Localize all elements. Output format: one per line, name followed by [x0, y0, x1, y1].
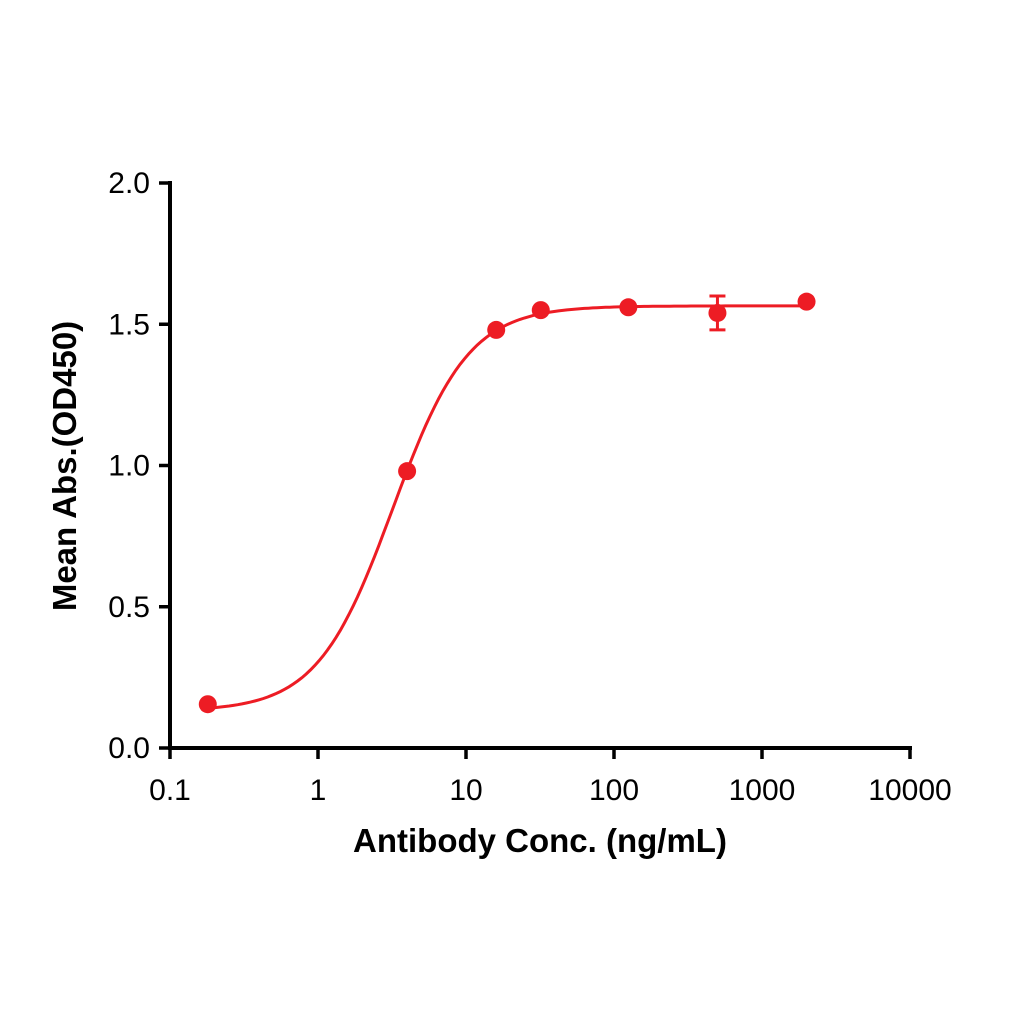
data-point: [198, 695, 217, 714]
y-tick-label: 0.0: [108, 732, 150, 765]
x-axis-title: Antibody Conc. (ng/mL): [353, 822, 727, 859]
x-tick-label: 1000: [729, 774, 796, 807]
x-tick-label: 10: [449, 774, 482, 807]
data-point: [531, 301, 550, 320]
x-tick-label: 0.1: [149, 774, 191, 807]
data-point: [487, 320, 506, 339]
y-tick-label: 1.0: [108, 450, 150, 483]
x-tick-label: 1: [310, 774, 327, 807]
x-tick-label: 100: [589, 774, 639, 807]
y-axis-title: Mean Abs.(OD450): [46, 321, 83, 611]
x-tick-label: 10000: [868, 774, 951, 807]
y-tick-label: 2.0: [108, 167, 150, 200]
data-point: [797, 292, 816, 311]
data-point: [398, 462, 417, 481]
data-point: [619, 298, 638, 317]
data-point: [708, 303, 727, 322]
fit-curve: [207, 304, 807, 710]
y-tick-label: 1.5: [108, 308, 150, 341]
y-tick-label: 0.5: [108, 591, 150, 624]
